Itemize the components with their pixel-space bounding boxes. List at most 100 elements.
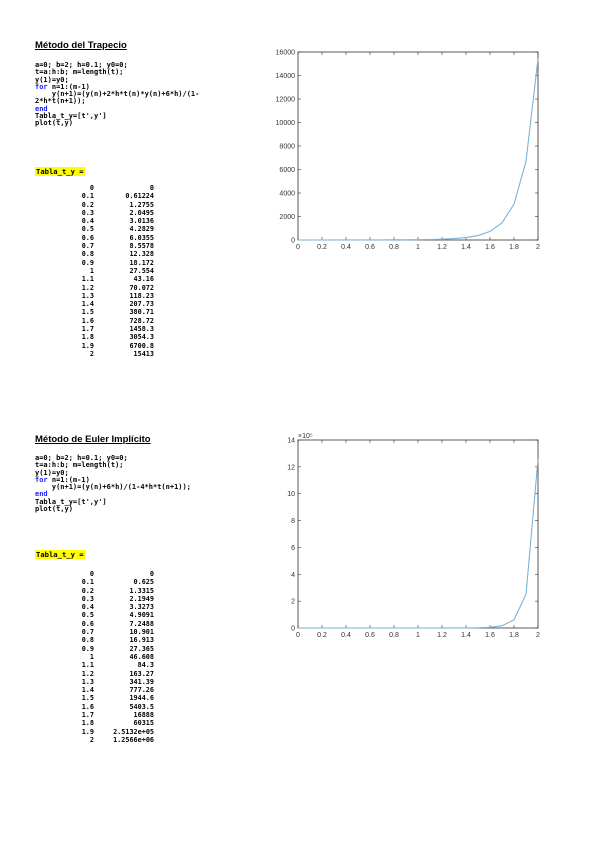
data-point — [465, 627, 466, 628]
y-value-cell: 1.2566e+06 — [113, 735, 154, 744]
data-point — [525, 161, 526, 162]
t-value-cell: 1.7 — [81, 325, 94, 334]
t-value-cell: 2 — [89, 349, 94, 358]
t-value-cell: 0.1 — [81, 578, 94, 587]
t-value-cell: 0.7 — [81, 242, 94, 251]
data-point — [405, 627, 406, 628]
t-value-cell: 0.5 — [81, 611, 94, 620]
y-value-cell: 3.0136 — [129, 217, 154, 226]
y-value-cell: 728.72 — [129, 316, 154, 325]
table-row: 1.9 2.5132e+05 — [64, 728, 154, 736]
x-tick-label: 0.4 — [341, 632, 351, 639]
t-value-cell: 1 — [89, 652, 94, 661]
data-point — [297, 627, 298, 628]
y-tick-label: 0 — [291, 238, 295, 245]
y-value-cell: 3054.3 — [129, 333, 154, 342]
t-value-cell: 1.4 — [81, 300, 94, 309]
y-value-cell: 12.328 — [129, 250, 154, 259]
code-line: end — [35, 490, 48, 499]
trapecio-code: a=0; b=2; h=0.1; y0=0; t=a:h:b; m=length(… — [35, 61, 199, 128]
data-point — [393, 239, 394, 240]
data-point — [369, 239, 370, 240]
data-point — [465, 237, 466, 238]
series-line — [297, 58, 539, 241]
y-value-cell: 6.0355 — [129, 233, 154, 242]
t-value-cell: 0.9 — [81, 644, 94, 653]
code-line: end — [35, 104, 48, 113]
table-row: 2 15413 — [64, 350, 154, 358]
y-value-cell: 2.0495 — [129, 208, 154, 217]
t-value-cell: 1.5 — [81, 694, 94, 703]
table-row: 0.8 12.328 — [64, 250, 154, 258]
table-row: 1.2 163.27 — [64, 670, 154, 678]
y-value-cell: 27.554 — [129, 266, 154, 275]
y-value-cell: 163.27 — [129, 669, 154, 678]
code-line: plot(t,y) — [35, 119, 73, 128]
euler-ans-label: Tabla_t_y = — [35, 550, 85, 559]
y-value-cell: 0 — [149, 184, 154, 192]
euler-plot: 0 0.2 0.4 0.6 0.8 1 1.2 1.4 1.6 1.8 2 0 2 4 6 8 10 12 14×1… — [287, 433, 540, 639]
data-point — [441, 239, 442, 240]
y-tick-label: 4000 — [279, 191, 295, 198]
table-row: 0.5 4.2829 — [64, 225, 154, 233]
y-tick-label: 0 — [291, 626, 295, 633]
data-point — [381, 239, 382, 240]
y-value-cell: 5403.5 — [129, 702, 154, 711]
table-row: 0.4 3.3273 — [64, 603, 154, 611]
table-row: 1.1 84.3 — [64, 661, 154, 669]
plot-axes-box — [297, 51, 539, 241]
t-value-cell: 0.7 — [81, 628, 94, 637]
x-tick-label: 2 — [536, 632, 540, 639]
t-value-cell: 1.8 — [81, 333, 94, 342]
data-point — [393, 627, 394, 628]
t-value-cell: 0.6 — [81, 233, 94, 242]
y-value-cell: 0.625 — [133, 578, 154, 587]
t-value-cell: 0.4 — [81, 603, 94, 612]
t-value-cell: 1.4 — [81, 686, 94, 695]
data-point — [345, 239, 346, 240]
y-value-cell: 16888 — [133, 711, 154, 720]
data-point — [309, 239, 310, 240]
data-point — [333, 239, 334, 240]
code-line: for n=1:(m-1) — [35, 82, 90, 91]
t-value-cell: 1.9 — [81, 341, 94, 350]
table-row: 1.7 1458.3 — [64, 325, 154, 333]
table-row: 1.3 118.23 — [64, 292, 154, 300]
code-line: Tabla_t_y=[t',y'] — [35, 112, 107, 121]
t-value-cell: 1.6 — [81, 316, 94, 325]
data-point — [429, 239, 430, 240]
t-value-cell: 1.2 — [81, 669, 94, 678]
y-tick-label: 2 — [291, 599, 295, 606]
t-value-cell: 1.7 — [81, 711, 94, 720]
table-row: 1.7 16888 — [64, 711, 154, 719]
t-value-cell: 0.5 — [81, 225, 94, 234]
y-tick-label: 12 — [287, 464, 295, 471]
y-tick-label: 12000 — [276, 97, 296, 104]
data-point — [405, 239, 406, 240]
y-value-cell: 15413 — [133, 349, 154, 358]
table-row: 1.2 70.072 — [64, 284, 154, 292]
table-row: 0.7 8.5578 — [64, 242, 154, 250]
code-line: t=a:h:b; m=length(t); — [35, 461, 124, 470]
table-row: 1.5 1944.6 — [64, 694, 154, 702]
y-value-cell: 4.2829 — [129, 225, 154, 234]
table-row: 1.4 207.73 — [64, 300, 154, 308]
y-value-cell: 60315 — [133, 719, 154, 728]
x-tick-label: 1.4 — [461, 632, 471, 639]
y-value-cell: 4.9091 — [129, 611, 154, 620]
y-tick-label: 4 — [291, 572, 295, 579]
table-row: 2 1.2566e+06 — [64, 736, 154, 744]
y-value-cell: 7.2488 — [129, 619, 154, 628]
table-row: 1.6 728.72 — [64, 317, 154, 325]
y-value-cell: 8.5578 — [129, 242, 154, 251]
x-tick-label: 0.4 — [341, 244, 351, 251]
y-value-cell: 2.5132e+05 — [113, 727, 154, 736]
data-point — [513, 204, 514, 205]
trapecio-ans-label: Tabla_t_y = — [35, 167, 85, 176]
y-value-cell: 16.913 — [129, 636, 154, 645]
table-row: 0.8 16.913 — [64, 636, 154, 644]
x-tick-label: 1.2 — [437, 244, 447, 251]
y-value-cell: 341.39 — [129, 677, 154, 686]
x-tick-label: 0 — [296, 244, 300, 251]
